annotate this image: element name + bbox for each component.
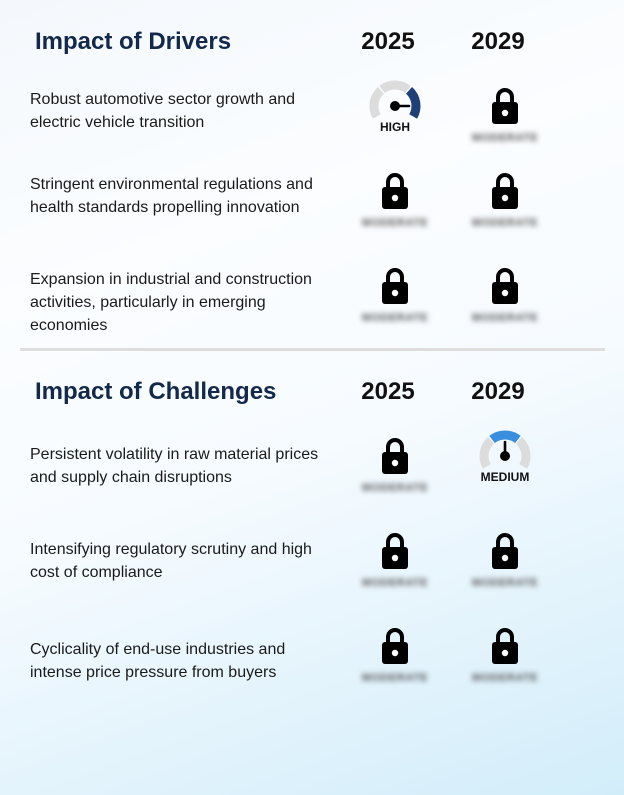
lock-icon — [492, 533, 518, 569]
blurred-rating: MODERATE — [471, 577, 539, 589]
lock-icon — [382, 173, 408, 209]
lock-icon — [382, 268, 408, 304]
drivers-year-2025: 2025 — [361, 28, 415, 55]
challenge-row-3-2029-cell[interactable]: MODERATE — [465, 626, 545, 690]
challenge-row-1-2025-cell[interactable]: MODERATE — [355, 436, 435, 500]
driver-row-2-2025-cell[interactable]: MODERATE — [355, 171, 435, 235]
driver-row-3-2025-cell[interactable]: MODERATE — [355, 266, 435, 330]
challenge-row-1-text: Persistent volatility in raw material pr… — [30, 446, 319, 486]
driver-row-1-text: Robust automotive sector growth and elec… — [30, 91, 296, 131]
challenges-year-2029: 2029 — [471, 378, 525, 405]
gauge-label: MEDIUM — [480, 470, 530, 484]
driver-row-2-2029-cell[interactable]: MODERATE — [465, 171, 545, 235]
lock-icon — [492, 628, 518, 664]
challenge-row-3-2025-cell[interactable]: MODERATE — [355, 626, 435, 690]
gauge-icon — [369, 80, 421, 119]
challenge-row-2-2025-cell[interactable]: MODERATE — [355, 531, 435, 595]
challenge-row-2-text: Intensifying regulatory scrutiny and hig… — [30, 541, 312, 581]
section-divider — [20, 348, 605, 351]
blurred-rating: MODERATE — [471, 312, 539, 324]
lock-icon — [492, 268, 518, 304]
challenge-row-1-2029-cell: MEDIUM — [465, 428, 545, 492]
challenges-year-2025: 2025 — [361, 378, 415, 405]
drivers-year-2029: 2029 — [471, 28, 525, 55]
blurred-rating: MODERATE — [471, 217, 539, 229]
challenges-title: Impact of Challenges — [35, 378, 277, 405]
driver-row-1-2029-cell[interactable]: MODERATE — [465, 86, 545, 150]
blurred-rating: MODERATE — [361, 217, 429, 229]
blurred-rating: MODERATE — [361, 672, 429, 684]
lock-icon — [492, 88, 518, 124]
blurred-rating: MODERATE — [361, 577, 429, 589]
challenge-row-3-text: Cyclicality of end-use industries and in… — [30, 641, 286, 681]
driver-row-3-text: Expansion in industrial and construction… — [30, 271, 312, 334]
driver-row-1-2025-cell: HIGH — [355, 78, 435, 142]
lock-icon — [382, 628, 408, 664]
lock-icon — [382, 438, 408, 474]
drivers-title: Impact of Drivers — [35, 28, 232, 55]
gauge-label: HIGH — [380, 120, 410, 134]
challenge-row-2-2029-cell[interactable]: MODERATE — [465, 531, 545, 595]
driver-row-2-text: Stringent environmental regulations and … — [30, 176, 313, 216]
lock-icon — [492, 173, 518, 209]
blurred-rating: MODERATE — [361, 312, 429, 324]
blurred-rating: MODERATE — [471, 672, 539, 684]
blurred-rating: MODERATE — [361, 482, 429, 494]
lock-icon — [382, 533, 408, 569]
driver-row-3-2029-cell[interactable]: MODERATE — [465, 266, 545, 330]
blurred-rating: MODERATE — [471, 132, 539, 144]
gauge-icon — [479, 430, 531, 469]
